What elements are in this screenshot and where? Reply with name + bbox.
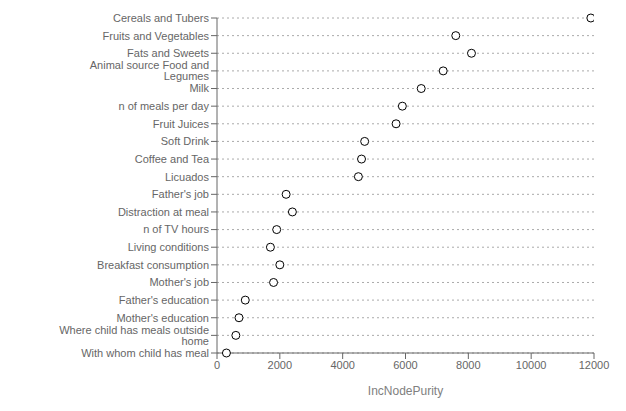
svg-text:4000: 4000 (330, 359, 354, 371)
svg-text:Soft Drink: Soft Drink (161, 135, 210, 147)
svg-text:0: 0 (214, 359, 220, 371)
svg-text:IncNodePurity: IncNodePurity (368, 384, 443, 398)
svg-text:Living conditions: Living conditions (128, 241, 210, 253)
svg-text:Animal source Food andLegumes: Animal source Food andLegumes (90, 59, 210, 82)
svg-text:Breakfast consumption: Breakfast consumption (97, 259, 209, 271)
svg-text:12000: 12000 (579, 359, 610, 371)
svg-text:Father's job: Father's job (152, 188, 209, 200)
svg-text:2000: 2000 (268, 359, 292, 371)
svg-text:Fruits and Vegetables: Fruits and Vegetables (103, 30, 210, 42)
svg-text:Mother's education: Mother's education (116, 312, 209, 324)
svg-text:Where child has meals outsideh: Where child has meals outsidehome (59, 324, 209, 347)
svg-text:Milk: Milk (189, 82, 209, 94)
svg-text:With whom child has meal: With whom child has meal (81, 347, 209, 359)
svg-text:10000: 10000 (516, 359, 547, 371)
svg-text:Licuados: Licuados (165, 171, 210, 183)
svg-text:n of TV hours: n of TV hours (143, 223, 209, 235)
svg-text:Fats and Sweets: Fats and Sweets (127, 47, 209, 59)
svg-text:6000: 6000 (393, 359, 417, 371)
svg-text:n of meals per day: n of meals per day (119, 100, 210, 112)
svg-text:Coffee and Tea: Coffee and Tea (135, 153, 210, 165)
svg-text:Distraction at meal: Distraction at meal (118, 206, 209, 218)
svg-text:Fruit Juices: Fruit Juices (153, 118, 210, 130)
svg-text:Mother's job: Mother's job (149, 276, 209, 288)
svg-text:8000: 8000 (456, 359, 480, 371)
svg-text:Cereals and Tubers: Cereals and Tubers (113, 12, 209, 24)
svg-text:Father's education: Father's education (119, 294, 209, 306)
